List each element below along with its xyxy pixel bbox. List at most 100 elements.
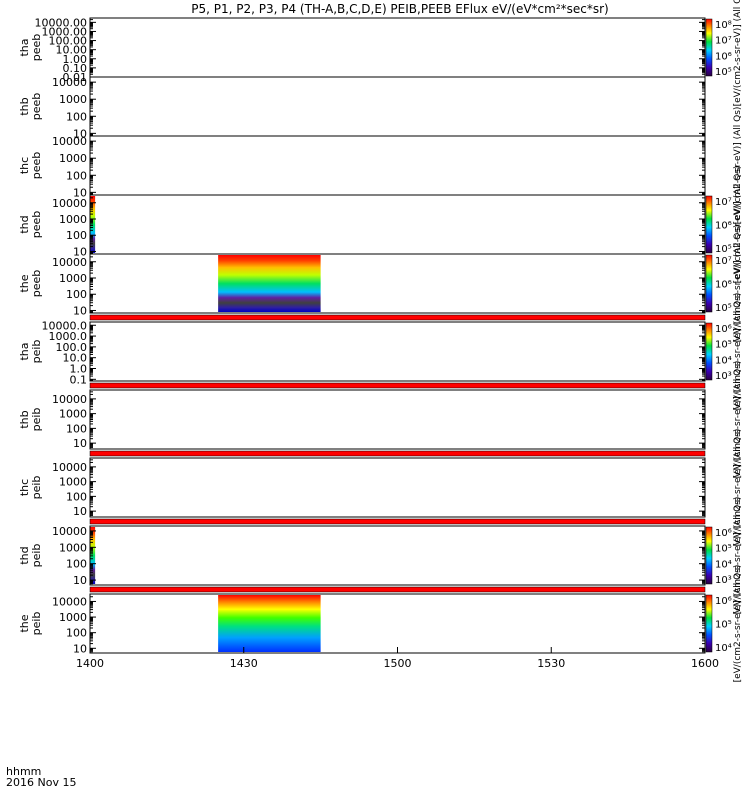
y-tick-label: 10000 — [52, 525, 87, 538]
panel-frame — [89, 76, 706, 137]
ylabel-probe: the — [18, 614, 31, 632]
y-tick-label: 1000 — [59, 476, 87, 489]
y-tick-label: 1000 — [59, 93, 87, 106]
y-tick-label: 10000.00 — [35, 16, 88, 29]
x-tick-label: 1400 — [76, 657, 104, 670]
colorbar — [705, 18, 713, 77]
ylabel-product: peib — [30, 408, 43, 432]
colorbar-tick-label: 10⁵ — [715, 620, 732, 631]
y-tick-label: 100 — [66, 627, 87, 640]
y-tick-label: 10 — [73, 304, 87, 317]
colorbar-tick-label: 10³ — [715, 371, 732, 382]
y-tick-label: 10.00 — [56, 44, 88, 57]
y-tick-label: 0.10 — [63, 62, 88, 75]
colorbar-tick-label: 10⁶ — [715, 280, 732, 291]
colorbar-tick-label: 10⁶ — [715, 221, 732, 232]
y-tick-label: 1000 — [59, 541, 87, 554]
ylabel-product: peib — [30, 544, 43, 568]
panel-the-peib: 10000 1000 100 10 the peib 10⁴ 10⁵ 10⁶ [eV/(cm2-s… — [18, 565, 743, 683]
y-tick-label: 100 — [66, 110, 87, 123]
panel-frame — [89, 194, 706, 255]
y-tick-label: 10 — [73, 505, 87, 518]
panel-frame — [89, 253, 706, 314]
panel-frame — [89, 525, 706, 586]
colorbar-tick-label: 10⁴ — [715, 559, 732, 570]
colorbar-label: [eV/(cm2-s-sr-eV)] (All Qs) — [733, 429, 743, 547]
colorbar-tick-label: 10⁴ — [715, 355, 732, 366]
y-tick-label: 100 — [66, 490, 87, 503]
colorbar-tick-label: 10⁵ — [715, 244, 732, 255]
panel-thb-peeb: 10000 1000 100 10 thb peeb — [18, 76, 706, 140]
ylabel-probe: the — [18, 274, 31, 292]
panel-ylabel: the peeb — [18, 270, 43, 298]
fill-band — [89, 518, 706, 525]
y-tick-label: 1.00 — [63, 53, 88, 66]
colorbar-tick-label: 10⁵ — [715, 67, 732, 78]
y-tick-label: 10 — [73, 245, 87, 258]
colorbar — [705, 322, 713, 381]
fill-band — [89, 586, 706, 593]
y-tick-label: 1000.0 — [49, 330, 88, 343]
y-tick-label: 100 — [66, 169, 87, 182]
colorbar-label: [eV/(cm2-s-sr-eV)] (All Qs) — [733, 225, 743, 343]
colorbar-tick-label: 10⁵ — [715, 340, 732, 351]
ylabel-product: peib — [30, 476, 43, 500]
spectrogram-block — [218, 255, 321, 312]
fill-band — [89, 450, 706, 457]
panel-ylabel: tha peib — [18, 340, 43, 364]
colorbar-tick-label: 10⁶ — [715, 51, 732, 62]
y-tick-label: 1000 — [59, 272, 87, 285]
x-tick-label: 1600 — [691, 657, 719, 670]
panel-ylabel: thb peib — [18, 408, 43, 432]
y-tick-label: 1000 — [59, 213, 87, 226]
panel-thc-peeb: 10000 1000 100 10 thc peeb [eV/(cm2-s-sr-eV)] … — [18, 107, 743, 225]
colorbar — [705, 254, 713, 313]
ylabel-probe: thc — [18, 479, 31, 496]
y-tick-label: 10.0 — [63, 352, 88, 365]
y-tick-label: 10 — [73, 437, 87, 450]
x-tick-label: 1500 — [384, 657, 412, 670]
colorbar-tick-label: 10⁶ — [715, 596, 732, 607]
colorbar-label: [eV/(cm2-s-sr-eV)] (All Qs) — [733, 166, 743, 284]
panel-thd-peeb: 10000 1000 100 10 thd peeb 10⁵ 10⁶ 10⁷ [eV/(cm2-s… — [18, 166, 743, 284]
colorbar-label: [eV/(cm2-s-sr-eV)] (All Qs) — [733, 361, 743, 479]
panel-frame — [89, 593, 706, 654]
colorbar-tick-label: 10⁵ — [715, 544, 732, 555]
chart-title: P5, P1, P2, P3, P4 (TH-A,B,C,D,E) PEIB,P… — [191, 2, 608, 16]
panel-frame — [89, 389, 706, 450]
colorbar-tick-label: 10⁷ — [715, 197, 732, 208]
x-axis: 1400 1430 1500 1530 1600 — [76, 647, 719, 670]
panel-frame — [89, 17, 706, 78]
ylabel-product: peib — [30, 340, 43, 364]
panel-ylabel: thd peib — [18, 544, 43, 568]
colorbar — [705, 526, 713, 585]
colorbar-label: [eV/(cm2-s-sr-eV)] (All Qs) — [733, 565, 743, 683]
panel-frame — [89, 321, 706, 382]
y-tick-label: 10000 — [52, 393, 87, 406]
colorbar — [705, 195, 713, 254]
ylabel-product: peeb — [30, 270, 43, 298]
ylabel-probe: thc — [18, 157, 31, 174]
colorbar-label: [eV/(cm2-s-sr-eV)] (All Qs) — [733, 0, 743, 106]
fill-band — [89, 314, 706, 321]
x-axis-label: hhmm — [6, 765, 41, 778]
ylabel-probe: tha — [18, 38, 31, 56]
colorbar-tick-label: 10⁴ — [715, 643, 732, 654]
y-tick-label: 100 — [66, 229, 87, 242]
spectrogram-block — [218, 595, 321, 652]
colorbar-tick-label: 10⁵ — [715, 303, 732, 314]
y-tick-label: 1000 — [59, 408, 87, 421]
panel-ylabel: thc peib — [18, 476, 43, 500]
colorbar-tick-label: 10⁶ — [715, 324, 732, 335]
y-tick-label: 10 — [73, 127, 87, 140]
panel-the-peeb: 10000 1000 100 10 the peeb 10⁵ 10⁶ 10⁷ [eV/(cm2-s… — [18, 225, 743, 343]
y-tick-label: 1000 — [59, 611, 87, 624]
y-tick-label: 10000 — [52, 461, 87, 474]
panel-ylabel: thb peeb — [18, 93, 43, 121]
colorbar-label: [eV/(cm2-s-sr-eV)] (All Qs) — [733, 107, 743, 225]
colorbar-label: [eV/(cm2-s-sr-eV)] (All Qs) — [733, 293, 743, 411]
